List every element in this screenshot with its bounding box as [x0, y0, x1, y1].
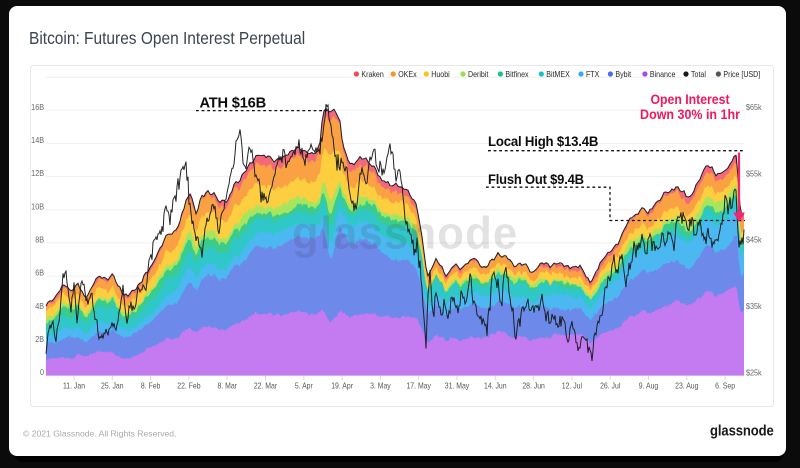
svg-text:Huobi: Huobi [431, 69, 450, 79]
svg-text:25. Jan: 25. Jan [101, 381, 124, 391]
svg-text:23. Aug: 23. Aug [675, 381, 698, 391]
svg-text:5. Apr: 5. Apr [295, 381, 313, 391]
svg-text:17. May: 17. May [406, 381, 431, 391]
svg-text:31. May: 31. May [445, 381, 470, 391]
svg-text:Bybit: Bybit [615, 69, 631, 79]
svg-text:12. Jul: 12. Jul [562, 381, 583, 391]
svg-text:Local High $13.4B: Local High $13.4B [488, 134, 599, 149]
svg-text:FTX: FTX [586, 69, 599, 79]
svg-text:0: 0 [40, 368, 44, 377]
svg-text:Kraken: Kraken [361, 69, 383, 79]
svg-text:Flush Out $9.4B: Flush Out $9.4B [488, 172, 584, 187]
svg-text:Bitcoin: Futures Open Interest: Bitcoin: Futures Open Interest Perpetual [29, 28, 305, 48]
svg-text:Down 30% in 1hr: Down 30% in 1hr [640, 106, 740, 122]
svg-text:Price [USD]: Price [USD] [723, 69, 760, 79]
svg-text:14B: 14B [31, 136, 44, 145]
svg-text:8. Feb: 8. Feb [141, 381, 160, 391]
svg-text:28. Jun: 28. Jun [522, 381, 545, 391]
svg-text:22. Feb: 22. Feb [177, 381, 200, 391]
svg-text:$55k: $55k [746, 169, 762, 178]
svg-text:4B: 4B [35, 301, 44, 310]
svg-text:14. Jun: 14. Jun [484, 381, 507, 391]
svg-text:ATH $16B: ATH $16B [200, 95, 267, 111]
svg-text:12B: 12B [31, 169, 44, 178]
svg-text:16B: 16B [31, 103, 44, 112]
svg-text:$65k: $65k [746, 103, 762, 112]
svg-text:OKEx: OKEx [398, 69, 417, 79]
svg-text:$35k: $35k [746, 302, 762, 311]
svg-text:$45k: $45k [746, 235, 762, 244]
svg-text:Binance: Binance [650, 69, 675, 79]
svg-text:$25k: $25k [746, 368, 762, 377]
svg-text:glassnode: glassnode [292, 209, 518, 259]
svg-text:BitMEX: BitMEX [546, 69, 570, 79]
svg-text:8. Mar: 8. Mar [217, 381, 237, 391]
svg-text:2B: 2B [35, 335, 44, 344]
svg-text:6B: 6B [35, 268, 44, 277]
svg-text:11. Jan: 11. Jan [63, 381, 85, 391]
svg-text:26. Jul: 26. Jul [600, 381, 621, 391]
svg-text:© 2021 Glassnode. All Rights R: © 2021 Glassnode. All Rights Reserved. [23, 428, 176, 438]
svg-text:19. Apr: 19. Apr [331, 381, 353, 391]
svg-text:10B: 10B [31, 202, 44, 211]
svg-text:8B: 8B [35, 235, 44, 244]
svg-text:Deribit: Deribit [468, 69, 489, 79]
svg-text:3. May: 3. May [370, 381, 391, 391]
svg-text:22. Mar: 22. Mar [254, 381, 278, 391]
svg-text:9. Aug: 9. Aug [639, 381, 658, 391]
svg-text:Open Interest: Open Interest [650, 91, 730, 107]
svg-text:Total: Total [691, 69, 706, 79]
svg-text:glassnode: glassnode [710, 423, 774, 439]
svg-text:Bitfinex: Bitfinex [505, 69, 528, 79]
svg-text:6. Sep: 6. Sep [715, 381, 735, 391]
